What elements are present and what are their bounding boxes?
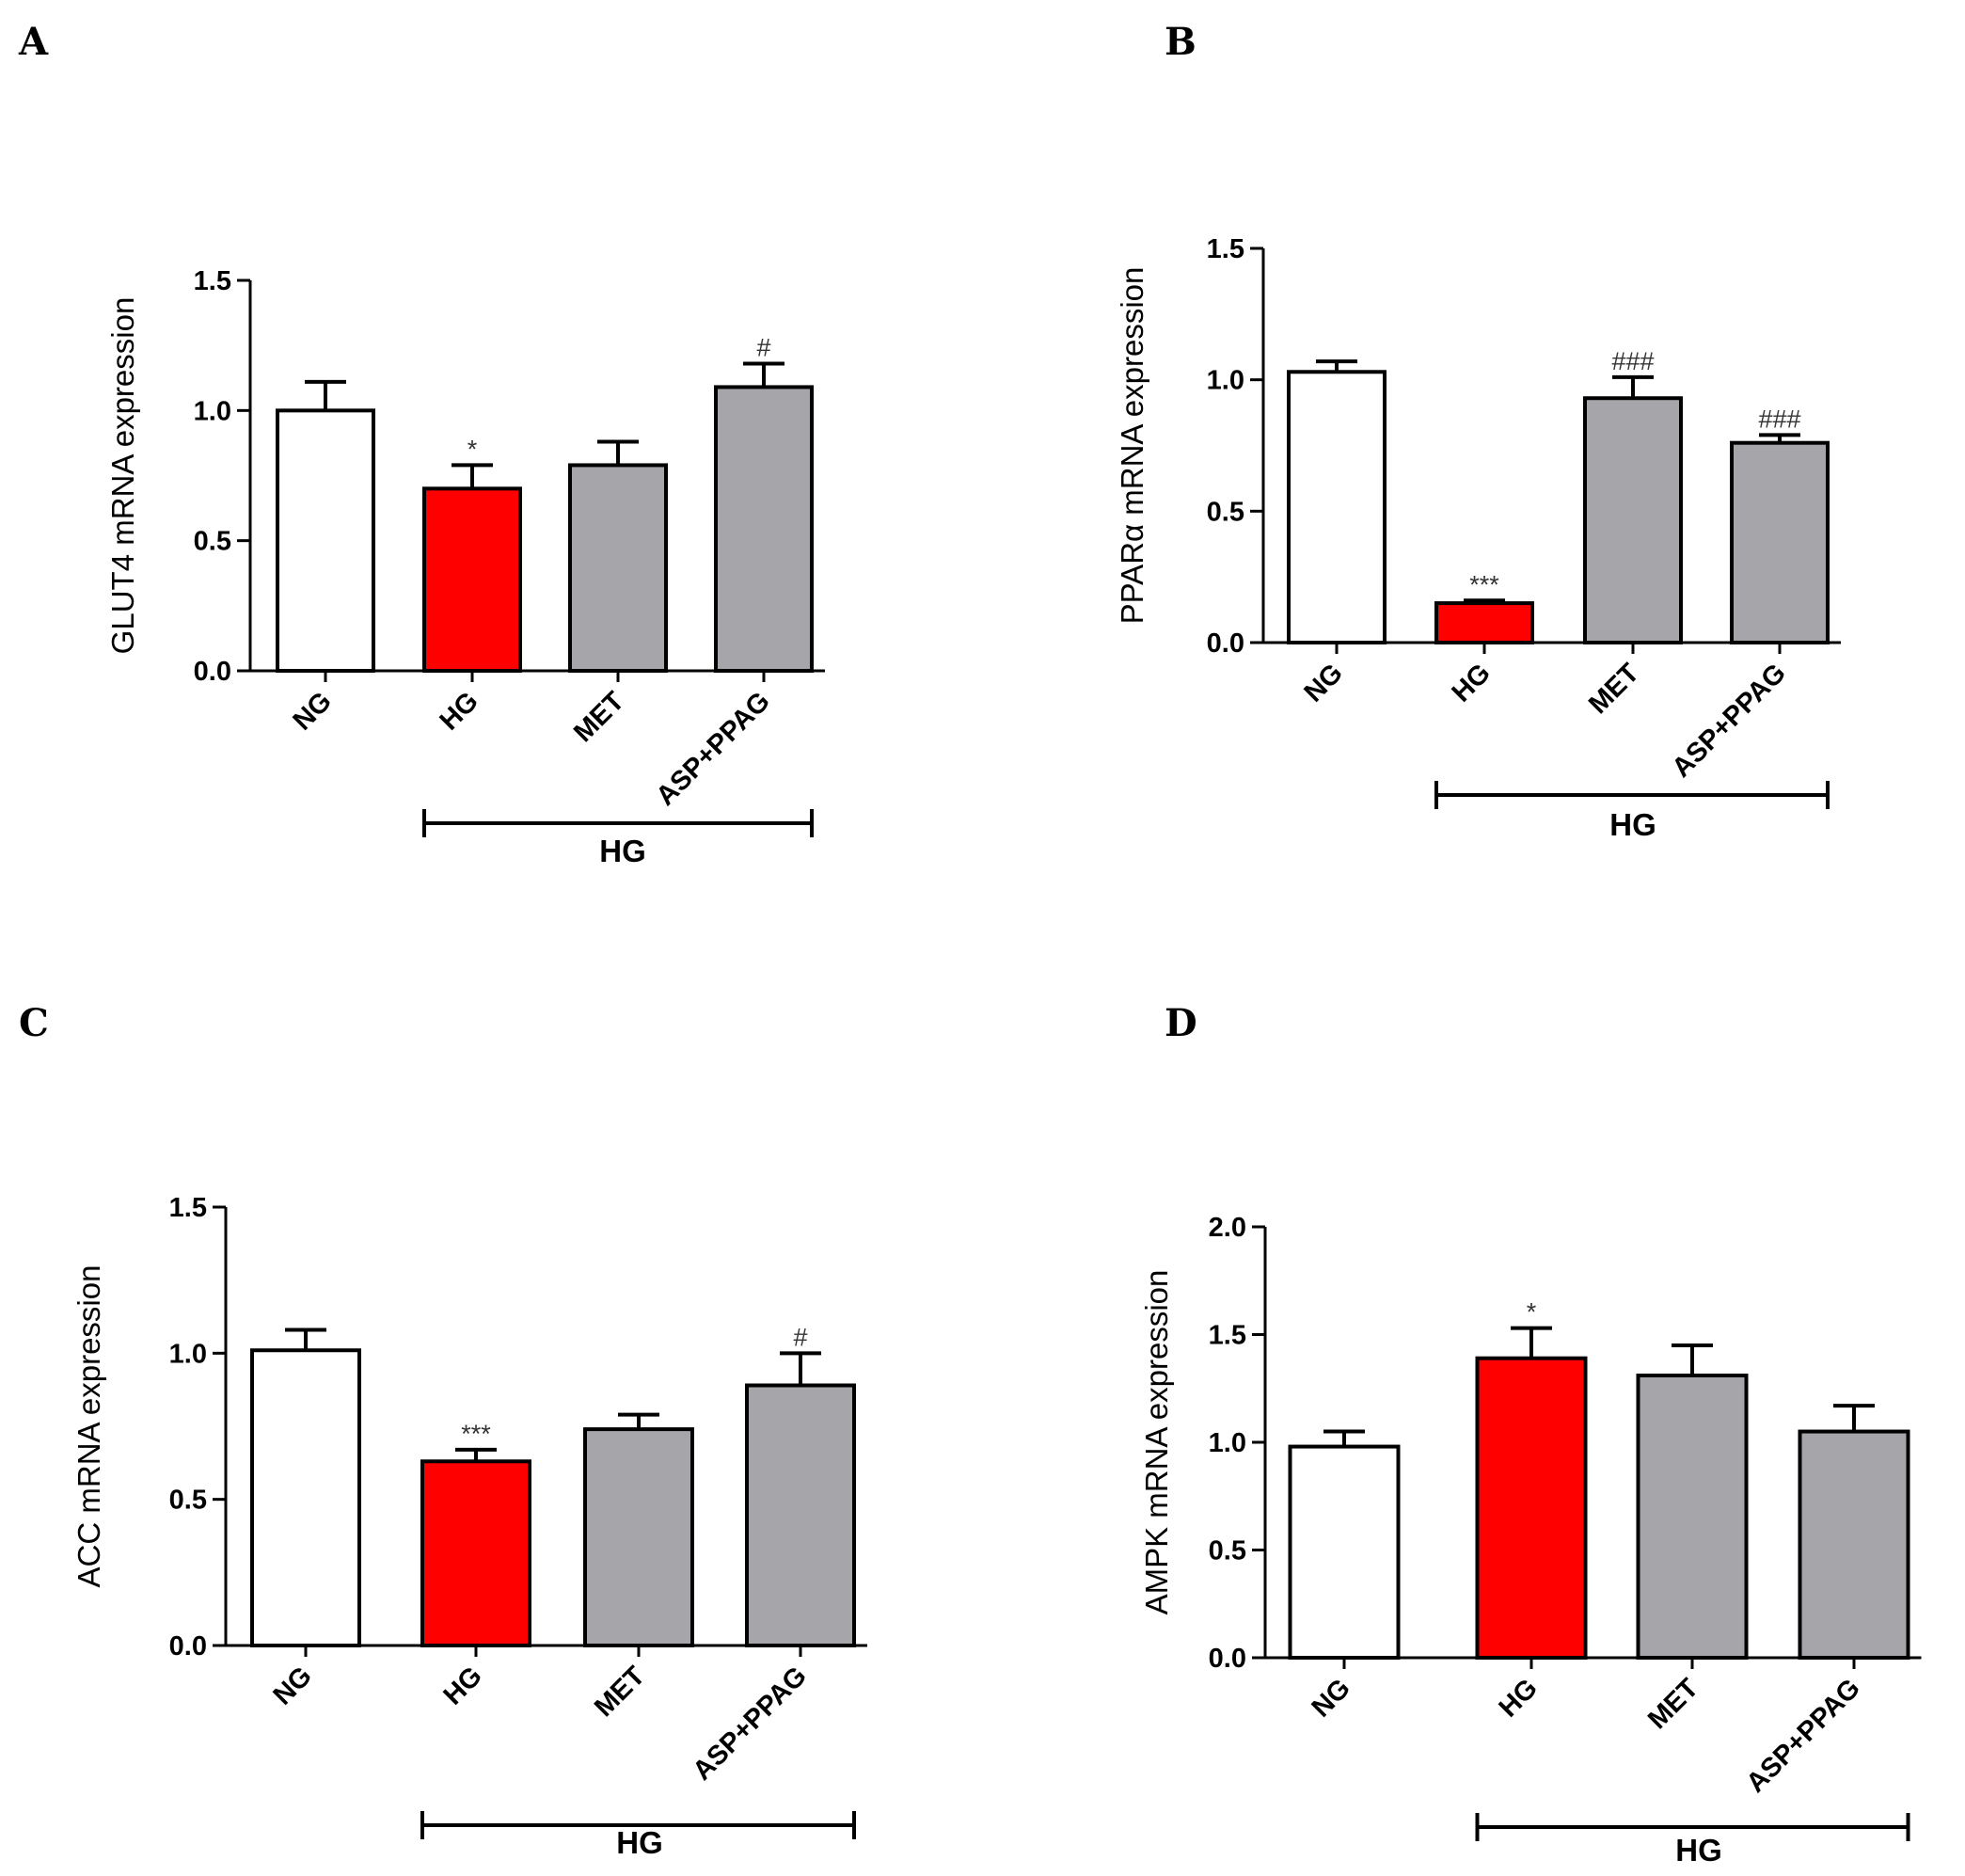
- significance-label: #: [756, 334, 770, 362]
- chart-panel-d: D 0.0 0.5 1.0 1.5 2.0 AMPK mRNA expression NG HG…: [1139, 1001, 1922, 1868]
- bar-met: [568, 463, 668, 673]
- panel-label: C: [19, 1001, 49, 1045]
- x-tick-label: NG: [1307, 1673, 1356, 1723]
- bar-met: [1636, 1374, 1749, 1660]
- bar-asp-ppag: [745, 1383, 856, 1648]
- group-label: HG: [616, 1825, 663, 1860]
- bar-ng: [276, 408, 375, 673]
- x-tick-label: HG: [1494, 1673, 1544, 1723]
- chart-panel-c: C 0.0 0.5 1.0 1.5 ACC mRNA expression NG HG *** M…: [19, 1001, 867, 1860]
- x-tick-label: ASP+PPAG: [1667, 658, 1792, 783]
- panel-label: B: [1165, 20, 1196, 64]
- bar-hg: [1434, 601, 1534, 644]
- bar-met: [583, 1427, 694, 1648]
- x-tick-label: MET: [1642, 1673, 1704, 1735]
- significance-label: #: [793, 1323, 807, 1351]
- group-label: HG: [599, 834, 646, 868]
- bar-hg: [1475, 1356, 1588, 1660]
- bar-ng: [1287, 370, 1387, 644]
- y-tick-label: 1.0: [194, 396, 231, 426]
- group-label: HG: [1675, 1833, 1722, 1868]
- y-axis-label: PPARα mRNA expression: [1115, 267, 1149, 625]
- significance-label: ***: [461, 1420, 491, 1448]
- panel-label: A: [18, 20, 49, 64]
- x-tick-label: NG: [1299, 658, 1349, 707]
- chart-panel-a: A 0.0 0.5 1.0 1.5 GLUT4 mRNA expression NG HG * M…: [18, 20, 825, 868]
- group-label: HG: [1609, 807, 1656, 842]
- y-tick-label: 1.5: [194, 266, 231, 296]
- bar-asp-ppag: [1798, 1429, 1910, 1661]
- y-tick-label: 0.0: [194, 657, 231, 687]
- significance-label: ***: [1469, 570, 1499, 598]
- panel-label: D: [1165, 1001, 1197, 1045]
- bar-hg: [420, 1459, 531, 1648]
- y-tick-label: 1.5: [1207, 234, 1244, 264]
- x-tick-label: HG: [438, 1661, 488, 1710]
- y-axis-label: ACC mRNA expression: [71, 1265, 106, 1588]
- bar-asp-ppag: [714, 385, 814, 673]
- significance-label: ###: [1611, 347, 1654, 375]
- x-tick-label: ASP+PPAG: [1741, 1673, 1866, 1798]
- y-tick-label: 1.0: [1207, 366, 1244, 396]
- significance-label: *: [467, 435, 478, 463]
- y-axis-label: AMPK mRNA expression: [1139, 1270, 1174, 1615]
- bar-ng: [250, 1348, 361, 1648]
- x-tick-label: HG: [435, 686, 484, 736]
- x-tick-label: MET: [1583, 658, 1645, 720]
- y-tick-label: 1.5: [169, 1193, 207, 1223]
- chart-panel-b: B 0.0 0.5 1.0 1.5 PPARα mRNA expression NG HG **…: [1115, 20, 1841, 842]
- y-tick-label: 0.0: [1207, 628, 1244, 659]
- x-tick-label: HG: [1447, 658, 1497, 707]
- x-tick-label: ASP+PPAG: [651, 686, 776, 811]
- x-tick-label: MET: [568, 686, 630, 748]
- significance-label: *: [1527, 1298, 1537, 1327]
- x-tick-label: NG: [288, 686, 338, 736]
- y-tick-label: 0.5: [194, 527, 231, 557]
- x-tick-label: MET: [589, 1661, 651, 1723]
- y-tick-label: 1.0: [169, 1339, 207, 1369]
- x-tick-label: ASP+PPAG: [688, 1661, 813, 1786]
- y-tick-label: 0.5: [169, 1486, 207, 1516]
- significance-label: ###: [1758, 405, 1800, 433]
- bar-ng: [1288, 1444, 1401, 1660]
- y-tick-label: 1.5: [1209, 1321, 1246, 1351]
- y-tick-label: 0.5: [1207, 497, 1244, 527]
- y-tick-label: 0.0: [1209, 1644, 1246, 1674]
- bar-asp-ppag: [1730, 440, 1830, 644]
- y-axis-label: GLUT4 mRNA expression: [105, 297, 140, 655]
- y-tick-label: 0.5: [1209, 1536, 1246, 1566]
- y-tick-label: 2.0: [1209, 1213, 1246, 1243]
- bar-hg: [422, 486, 522, 673]
- y-tick-label: 1.0: [1209, 1428, 1246, 1458]
- y-tick-label: 0.0: [169, 1631, 207, 1661]
- bar-met: [1583, 396, 1683, 644]
- x-tick-label: NG: [268, 1661, 318, 1710]
